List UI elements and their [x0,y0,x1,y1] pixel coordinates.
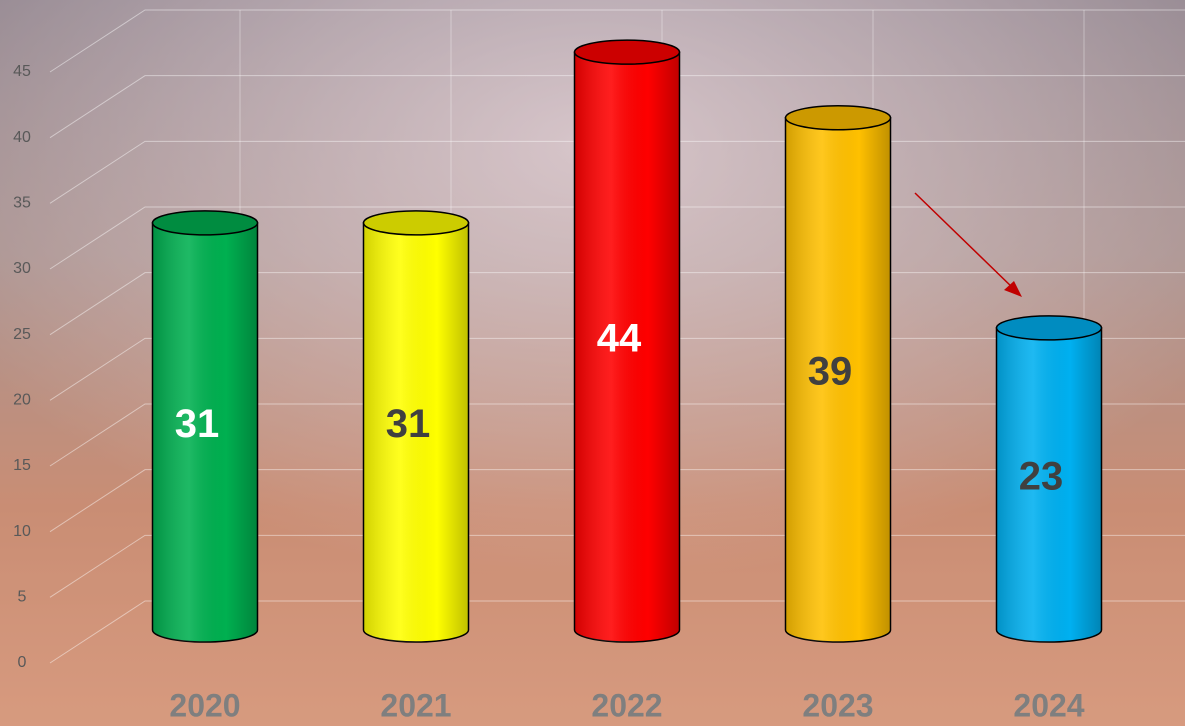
bar-shade [363,222,469,642]
bar-shade [785,117,891,642]
y-tick-label: 30 [13,260,31,277]
bar-top-shade [363,210,469,235]
y-tick-label: 5 [18,589,27,606]
data-label: 44 [597,317,642,361]
y-tick-label: 35 [13,195,31,212]
grid-line [49,9,1185,73]
x-tick-label: 2020 [169,687,240,723]
x-tick-label: 2022 [591,687,662,723]
cylinder: 31 [151,210,259,643]
bar-top [573,39,681,65]
x-tick-label: 2023 [802,687,873,723]
bar-top-shade [152,210,258,235]
bar-top [151,210,259,236]
bar-top-shade [996,315,1102,340]
x-tick-label: 2021 [380,687,451,723]
data-label: 31 [175,402,220,446]
arrow [914,192,1016,291]
bar-shade [574,52,680,642]
data-label: 31 [386,402,431,446]
data-label: 23 [1019,455,1064,499]
y-tick-label: 20 [13,392,31,409]
y-tick-label: 0 [18,654,27,671]
y-tick-label: 45 [13,63,31,80]
x-tick-label: 2024 [1013,687,1084,723]
bar-top-shade [574,40,680,65]
bar-top [995,315,1103,341]
bar-shade [996,327,1102,642]
y-tick-label: 10 [13,523,31,540]
y-tick-label: 15 [13,457,31,474]
y-tick-label: 25 [13,326,31,343]
arrow-head [1004,281,1022,297]
cylinder: 44 [573,39,681,643]
bar-top [362,210,470,236]
bar-shade [152,222,258,642]
y-tick-label: 40 [13,129,31,146]
grid-line [49,75,1185,139]
bars: 31 31 44 39 23 [151,39,1103,643]
data-label: 39 [808,349,853,393]
cylinder: 23 [995,315,1103,643]
cylinder: 39 [784,105,892,643]
cylinder: 31 [362,210,470,643]
bar-top-shade [785,105,891,130]
bar-top [784,105,892,131]
